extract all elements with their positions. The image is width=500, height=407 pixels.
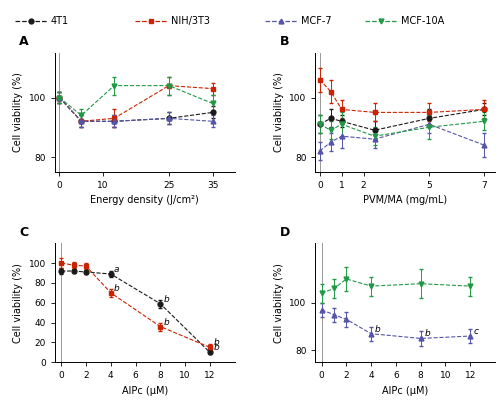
- X-axis label: Energy density (J/cm²): Energy density (J/cm²): [90, 195, 199, 206]
- X-axis label: PVM/MA (mg/mL): PVM/MA (mg/mL): [363, 195, 448, 206]
- Text: a: a: [113, 265, 118, 274]
- Text: A: A: [19, 35, 28, 48]
- Text: MCF-7: MCF-7: [301, 16, 332, 26]
- Text: B: B: [280, 35, 289, 48]
- Text: b: b: [113, 284, 119, 293]
- Y-axis label: Cell viability (%): Cell viability (%): [274, 72, 283, 152]
- Text: b: b: [375, 325, 380, 334]
- Text: C: C: [19, 225, 28, 239]
- Text: b: b: [164, 317, 170, 326]
- Y-axis label: Cell viability (%): Cell viability (%): [13, 72, 23, 152]
- Text: b: b: [164, 295, 170, 304]
- Y-axis label: Cell viability (%): Cell viability (%): [274, 263, 283, 343]
- Text: NIH/3T3: NIH/3T3: [171, 16, 210, 26]
- X-axis label: AlPc (μM): AlPc (μM): [382, 386, 428, 396]
- Text: 4T1: 4T1: [51, 16, 69, 26]
- Text: b: b: [214, 338, 220, 347]
- Text: D: D: [280, 225, 289, 239]
- Y-axis label: Cell viability (%): Cell viability (%): [13, 263, 23, 343]
- Text: b: b: [214, 344, 220, 352]
- Text: b: b: [424, 329, 430, 339]
- X-axis label: AlPc (μM): AlPc (μM): [122, 386, 168, 396]
- Text: MCF-10A: MCF-10A: [401, 16, 444, 26]
- Text: c: c: [474, 327, 479, 336]
